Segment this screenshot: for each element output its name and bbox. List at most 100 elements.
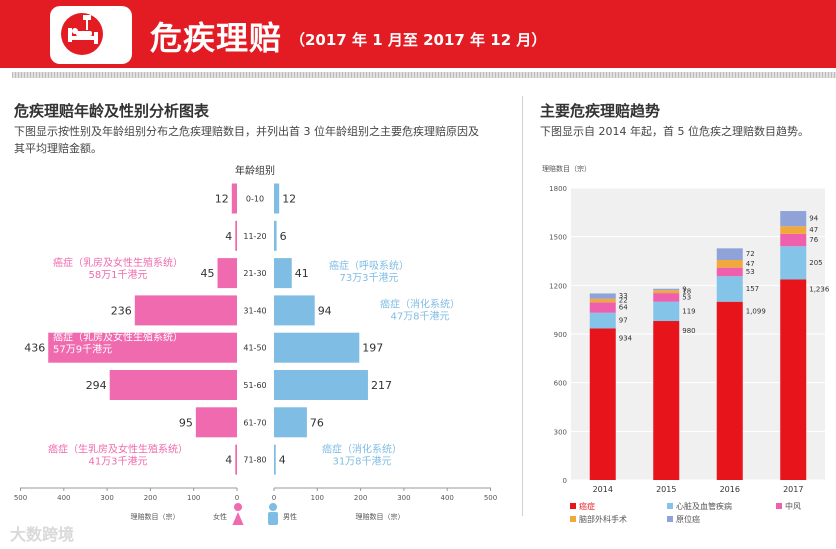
segment-value-label: 18 (682, 288, 691, 296)
claims-trend-chart: 0 300 600 900 1200 1500 1800 理赔数目（宗） 934 97 642233… (542, 164, 830, 524)
stacked-bar-segment (589, 328, 616, 480)
male-bar (274, 407, 307, 438)
male-bar (274, 332, 360, 363)
annotation-amount: 73万3千港元 (339, 272, 398, 284)
female-bar (195, 407, 237, 438)
annotation-amount: 57万9千港元 (53, 344, 112, 356)
annotation-cause: 癌症（消化系统） (322, 443, 402, 456)
x-tick-label: 2014 (593, 485, 613, 494)
legend-label: 癌症 (579, 501, 595, 511)
x-tick-label: 2015 (656, 485, 676, 494)
male-bar (274, 295, 315, 326)
male-value-label: 12 (282, 193, 296, 206)
legend-swatch (667, 516, 673, 522)
male-value-label: 197 (362, 342, 383, 355)
age-group-label: 41-50 (243, 344, 266, 353)
female-axis-label: 理赔数目（宗） (131, 512, 180, 521)
stacked-bar-segment (653, 288, 680, 291)
female-axis-tick-label: 300 (100, 494, 113, 502)
male-icon (268, 503, 278, 525)
legend-label: 原位癌 (676, 514, 700, 524)
male-bar (274, 370, 368, 400)
male-axis-tick-label: 200 (354, 494, 367, 502)
stacked-bar-segment (716, 267, 743, 277)
y-tick-label: 300 (554, 428, 567, 436)
legend-label: 心脏及血管疾病 (676, 501, 732, 511)
segment-value-label: 205 (809, 259, 822, 267)
pyramid-title: 年龄组别 (235, 164, 275, 177)
female-axis-tick-label: 100 (187, 494, 200, 502)
stacked-bar-segment (780, 233, 807, 247)
annotation-amount: 31万8千港元 (332, 456, 391, 468)
age-group-label: 0-10 (246, 195, 264, 204)
annotation-cause: 癌症（乳房及女性生殖系统） (53, 256, 183, 269)
y-tick-label: 0 (563, 477, 567, 485)
hospital-bed-icon (50, 6, 132, 64)
female-value-label: 294 (86, 379, 107, 392)
annotation-cause: 癌症（乳房及女性生殖系统） (53, 331, 183, 344)
segment-value-label: 53 (682, 293, 691, 301)
header-banner: 危疾理赔 （2017 年 1 月至 2017 年 12 月） (0, 0, 836, 68)
y-tick-label: 1500 (549, 234, 567, 242)
female-axis-tick-label: 500 (14, 494, 27, 502)
segment-value-label: 72 (746, 250, 755, 258)
stacked-bar-segment (780, 279, 807, 480)
left-section-description: 下图显示按性别及年龄组别分布之危疾理赔数目，并列出首 3 位年龄组别之主要危疾理… (14, 125, 479, 155)
legend-swatch (667, 503, 673, 509)
male-axis-tick-label: 300 (397, 494, 410, 502)
male-legend-label: 男性 (283, 512, 297, 521)
stacked-bar-segment (589, 312, 616, 329)
segment-value-label: 9 (682, 285, 686, 293)
legend-swatch (570, 516, 576, 522)
segment-value-label: 97 (619, 317, 628, 325)
stacked-bar-segment (716, 301, 743, 480)
female-value-label: 12 (215, 193, 229, 206)
stacked-bar-segment (589, 293, 616, 299)
x-tick-label: 2016 (720, 485, 740, 494)
legend-label: 脑部外科手术 (579, 514, 627, 524)
female-bar (48, 332, 237, 363)
segment-value-label: 1,236 (809, 285, 830, 293)
y-tick-label: 600 (554, 380, 567, 388)
female-value-label: 4 (225, 454, 232, 467)
section-divider (522, 96, 523, 516)
stacked-bar-segment (716, 248, 743, 261)
annotation-amount: 58万1千港元 (88, 269, 147, 281)
segment-value-label: 980 (682, 327, 695, 335)
stacked-bar-segment (716, 276, 743, 302)
male-axis-label: 理赔数目（宗） (356, 512, 405, 521)
male-bar (274, 444, 276, 475)
segment-value-label: 934 (619, 334, 633, 342)
age-group-label: 71-80 (243, 456, 266, 465)
male-axis-tick-label: 100 (311, 494, 324, 502)
age-group-label: 21-30 (243, 269, 266, 278)
male-value-label: 94 (318, 304, 332, 317)
male-value-label: 217 (371, 379, 392, 392)
stacked-bar-segment (589, 302, 616, 313)
stacked-bar-segment (653, 301, 680, 322)
right-section-description: 下图显示自 2014 年起，首 5 位危疾之理赔数目趋势。 (540, 125, 809, 138)
female-value-label: 236 (111, 304, 132, 317)
annotation-cause: 癌症（呼吸系统） (329, 259, 409, 272)
right-section-title: 主要危疾理赔趋势 (540, 102, 661, 120)
stacked-bar-segment (653, 290, 680, 294)
female-bar (235, 220, 237, 251)
female-value-label: 436 (24, 342, 45, 355)
decorative-stripe (12, 72, 836, 78)
stacked-bar-segment (780, 246, 807, 280)
age-group-label: 11-20 (243, 232, 266, 241)
female-bar (231, 183, 237, 214)
y-tick-label: 900 (554, 331, 567, 339)
male-value-label: 41 (295, 267, 309, 280)
female-bar (235, 444, 237, 475)
female-bar (217, 258, 237, 289)
stacked-bar-segment (780, 226, 807, 234)
y-axis-label: 理赔数目（宗） (542, 164, 591, 173)
male-value-label: 4 (279, 454, 286, 467)
male-bar (274, 220, 277, 251)
page-title: 危疾理赔 (150, 19, 283, 57)
female-value-label: 95 (179, 416, 193, 429)
female-axis-tick-label: 0 (235, 494, 239, 502)
legend-label: 中风 (785, 501, 801, 511)
stacked-bar-segment (653, 321, 680, 480)
